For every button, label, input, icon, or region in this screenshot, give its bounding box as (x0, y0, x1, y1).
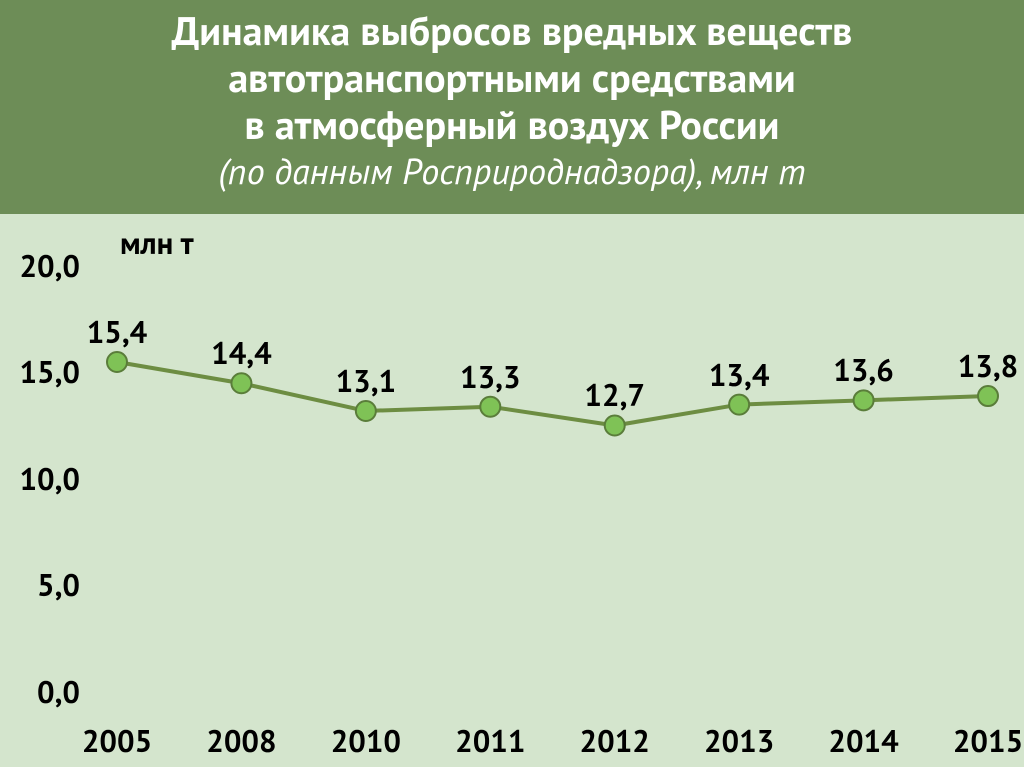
data-marker (978, 386, 998, 406)
data-marker (854, 390, 874, 410)
data-marker (231, 373, 251, 393)
data-label: 13,1 (316, 360, 416, 401)
data-label: 13,8 (938, 345, 1024, 386)
data-marker (480, 397, 500, 417)
x-tick-label: 2005 (67, 720, 167, 761)
x-tick-label: 2013 (689, 720, 789, 761)
data-label: 12,7 (565, 374, 665, 415)
y-tick-label: 5,0 (0, 564, 80, 605)
data-label: 13,3 (440, 356, 540, 397)
data-marker (605, 415, 625, 435)
y-tick-label: 15,0 (0, 351, 80, 392)
data-label: 14,4 (191, 332, 291, 373)
x-tick-label: 2014 (814, 720, 914, 761)
y-tick-label: 20,0 (0, 245, 80, 286)
y-tick-label: 0,0 (0, 671, 80, 712)
chart-container: Динамика выбросов вредных веществ автотр… (0, 0, 1024, 767)
x-tick-label: 2012 (565, 720, 665, 761)
data-label: 15,4 (67, 311, 167, 352)
x-tick-label: 2008 (191, 720, 291, 761)
data-marker (107, 352, 127, 372)
x-tick-label: 2011 (440, 720, 540, 761)
x-tick-label: 2015 (938, 720, 1024, 761)
data-label: 13,4 (689, 354, 789, 395)
data-marker (356, 401, 376, 421)
data-label: 13,6 (814, 349, 914, 390)
y-tick-label: 10,0 (0, 458, 80, 499)
data-marker (729, 395, 749, 415)
x-tick-label: 2010 (316, 720, 416, 761)
